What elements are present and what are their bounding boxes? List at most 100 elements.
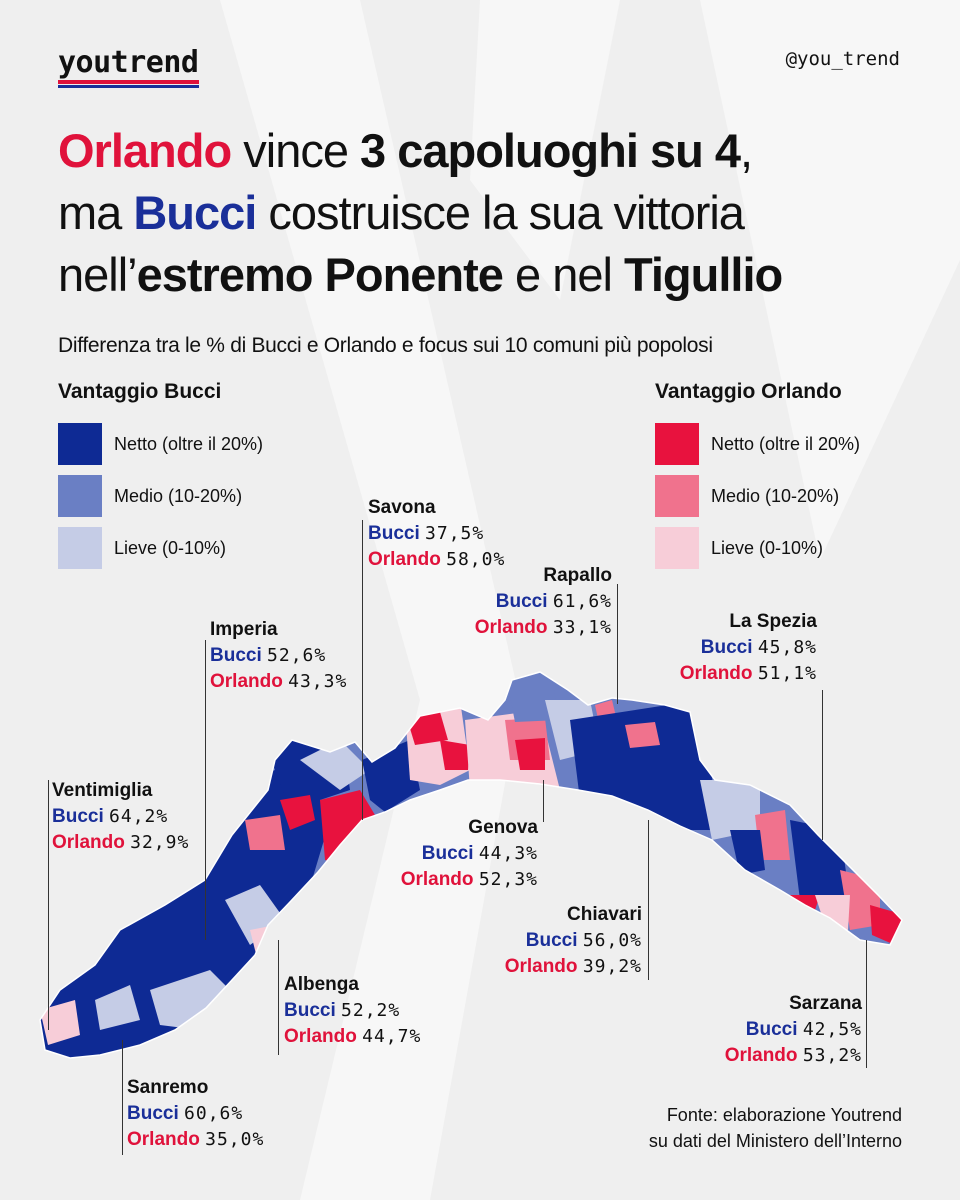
legend-label: Medio (10-20%) xyxy=(114,485,243,506)
callout-laspezia: La Spezia Bucci 45,8% Orlando 51,1% xyxy=(680,609,817,687)
source-line: Fonte: elaborazione Youtrend xyxy=(666,1105,902,1125)
city-name: Rapallo xyxy=(543,565,612,586)
source-line: su dati del Ministero dell’Interno xyxy=(648,1131,902,1151)
legend-item: Lieve (0-10%) xyxy=(58,522,263,574)
candidate-label: Orlando xyxy=(284,1026,357,1047)
callout-ventimiglia: Ventimiglia Bucci 64,2% Orlando 32,9% xyxy=(52,778,189,856)
callout-savona: Savona Bucci 37,5% Orlando 58,0% xyxy=(368,495,505,573)
vote-share: 52,6% xyxy=(267,645,327,666)
city-name: Savona xyxy=(368,497,436,518)
vote-share: 53,2% xyxy=(802,1045,862,1066)
vote-share: 35,0% xyxy=(205,1129,265,1150)
vote-share: 56,0% xyxy=(582,930,642,951)
city-name: La Spezia xyxy=(729,611,817,632)
candidate-label: Bucci xyxy=(210,645,262,666)
legend-label: Medio (10-20%) xyxy=(711,485,840,506)
vote-share: 32,9% xyxy=(130,832,190,853)
city-name: Ventimiglia xyxy=(52,780,153,801)
vote-share: 52,2% xyxy=(341,1000,401,1021)
callout-genova: Genova Bucci 44,3% Orlando 52,3% xyxy=(401,815,538,893)
legend-item: Medio (10-20%) xyxy=(58,470,263,522)
leader-line-sarzana xyxy=(866,940,867,1068)
legend-bucci-title: Vantaggio Bucci xyxy=(58,380,222,403)
swatch-bucci-strong xyxy=(58,423,102,465)
subtitle: Differenza tra le % di Bucci e Orlando e… xyxy=(58,334,713,357)
callout-sanremo: Sanremo Bucci 60,6% Orlando 35,0% xyxy=(127,1075,264,1153)
swatch-bucci-light xyxy=(58,527,102,569)
legend-bucci: Vantaggio Bucci Netto (oltre il 20%) Med… xyxy=(58,380,263,574)
candidate-label: Orlando xyxy=(504,956,578,977)
vote-share: 64,2% xyxy=(109,806,169,827)
candidate-label: Orlando xyxy=(724,1045,798,1066)
leader-line-savona xyxy=(362,520,363,820)
vote-share: 33,1% xyxy=(552,617,612,638)
page-title: Orlando vince 3 capoluoghi su 4, ma Bucc… xyxy=(58,124,783,301)
legend-label: Netto (oltre il 20%) xyxy=(114,433,264,454)
city-name: Genova xyxy=(468,817,538,838)
source-note: Fonte: elaborazione Youtrend su dati del… xyxy=(649,1102,902,1154)
callout-imperia: Imperia Bucci 52,6% Orlando 43,3% xyxy=(210,617,347,695)
callout-albenga: Albenga Bucci 52,2% Orlando 44,7% xyxy=(284,972,421,1050)
legend-orlando: Vantaggio Orlando Netto (oltre il 20%) M… xyxy=(655,380,860,574)
vote-share: 61,6% xyxy=(552,591,612,612)
callout-chiavari: Chiavari Bucci 56,0% Orlando 39,2% xyxy=(505,902,642,980)
leader-line-sanremo xyxy=(122,1040,123,1155)
candidate-label: Bucci xyxy=(700,637,753,658)
swatch-orlando-medium xyxy=(655,475,699,517)
swatch-orlando-strong xyxy=(655,423,699,465)
city-name: Sarzana xyxy=(789,993,862,1014)
vote-share: 58,0% xyxy=(446,549,506,570)
vote-share: 44,7% xyxy=(362,1026,422,1047)
candidate-label: Bucci xyxy=(525,930,578,951)
leader-line-rapallo xyxy=(617,584,618,704)
leader-line-laspezia xyxy=(822,690,823,840)
legend-orlando-title: Vantaggio Orlando xyxy=(655,380,842,403)
leader-line-genova xyxy=(543,780,544,822)
swatch-bucci-medium xyxy=(58,475,102,517)
vote-share: 44,3% xyxy=(478,843,538,864)
brand-logo: youtrend xyxy=(58,46,199,88)
candidate-label: Bucci xyxy=(421,843,474,864)
candidate-label: Bucci xyxy=(52,806,104,827)
leader-line-ventimiglia xyxy=(48,780,49,1030)
candidate-label: Bucci xyxy=(495,591,548,612)
vote-share: 37,5% xyxy=(425,523,485,544)
candidate-label: Orlando xyxy=(52,832,125,853)
social-handle: @you_trend xyxy=(785,48,900,70)
legend-item: Netto (oltre il 20%) xyxy=(655,418,860,470)
legend-label: Lieve (0-10%) xyxy=(114,537,227,558)
leader-line-chiavari xyxy=(648,820,649,980)
callout-sarzana: Sarzana Bucci 42,5% Orlando 53,2% xyxy=(725,991,862,1069)
candidate-label: Orlando xyxy=(679,663,753,684)
city-name: Chiavari xyxy=(567,904,642,925)
vote-share: 60,6% xyxy=(184,1103,244,1124)
swatch-orlando-light xyxy=(655,527,699,569)
city-name: Sanremo xyxy=(127,1077,209,1098)
candidate-label: Bucci xyxy=(127,1103,179,1124)
candidate-label: Orlando xyxy=(474,617,548,638)
candidate-label: Orlando xyxy=(400,869,474,890)
city-name: Imperia xyxy=(210,619,278,640)
candidate-label: Bucci xyxy=(284,1000,336,1021)
vote-share: 39,2% xyxy=(582,956,642,977)
leader-line-imperia xyxy=(205,640,206,940)
legend-item: Netto (oltre il 20%) xyxy=(58,418,263,470)
city-name: Albenga xyxy=(284,974,359,995)
vote-share: 52,3% xyxy=(478,869,538,890)
candidate-label: Orlando xyxy=(127,1129,200,1150)
candidate-label: Orlando xyxy=(210,671,283,692)
vote-share: 42,5% xyxy=(802,1019,862,1040)
vote-share: 51,1% xyxy=(757,663,817,684)
vote-share: 43,3% xyxy=(288,671,348,692)
callout-rapallo: Rapallo Bucci 61,6% Orlando 33,1% xyxy=(475,563,612,641)
candidate-label: Bucci xyxy=(745,1019,798,1040)
candidate-label: Bucci xyxy=(368,523,420,544)
legend-item: Medio (10-20%) xyxy=(655,470,860,522)
leader-line-albenga xyxy=(278,940,279,1055)
legend-label: Netto (oltre il 20%) xyxy=(711,433,861,454)
legend-item: Lieve (0-10%) xyxy=(655,522,860,574)
vote-share: 45,8% xyxy=(757,637,817,658)
legend-label: Lieve (0-10%) xyxy=(711,537,824,558)
